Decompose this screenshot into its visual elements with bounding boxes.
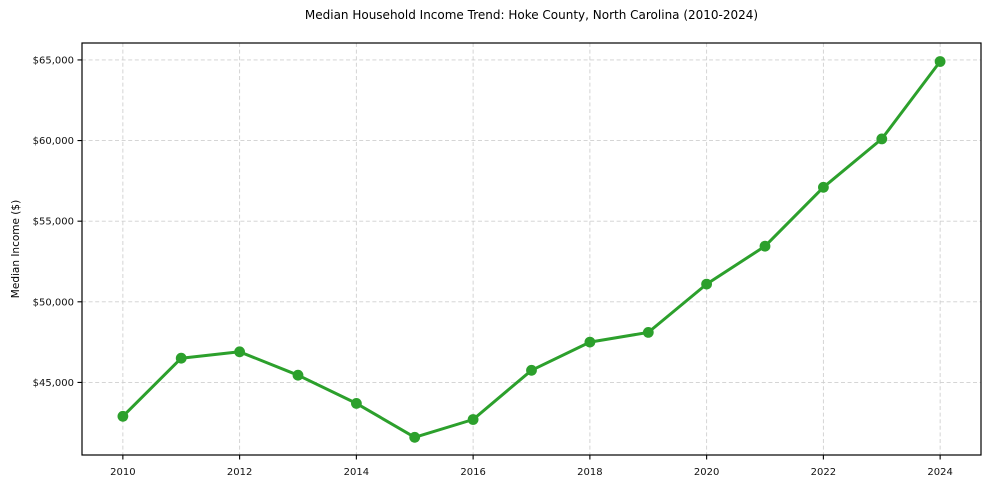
data-point-2020 (701, 278, 712, 290)
data-point-2024 (934, 56, 946, 67)
y-tick-label: $50,000 (33, 297, 74, 308)
data-point-2015 (409, 431, 421, 443)
data-point-2017 (526, 364, 537, 376)
data-point-2023 (876, 133, 888, 145)
data-point-2022 (818, 181, 829, 193)
data-point-2016 (467, 414, 479, 425)
data-point-2019 (642, 327, 654, 338)
x-tick-label: 2024 (927, 467, 952, 478)
data-point-2013 (292, 369, 304, 381)
y-tick-label: $65,000 (33, 55, 74, 66)
x-tick-label: 2014 (344, 467, 369, 478)
y-tick-label: $60,000 (33, 136, 74, 147)
data-point-2011 (175, 352, 187, 364)
x-tick-label: 2010 (110, 467, 135, 478)
data-point-2012 (234, 346, 246, 358)
data-point-2010 (117, 410, 129, 422)
x-tick-label: 2018 (577, 467, 602, 478)
data-point-2018 (584, 336, 596, 348)
y-tick-label: $45,000 (33, 378, 74, 389)
x-tick-label: 2022 (811, 467, 836, 478)
y-axis-label: Median Income ($) (10, 199, 22, 299)
trend-line (121, 60, 942, 439)
data-point-2021 (759, 240, 771, 252)
plot-border (81, 42, 982, 456)
y-tick-label: $55,000 (33, 217, 74, 228)
chart-title: Median Household Income Trend: Hoke Coun… (304, 8, 759, 22)
data-point-2014 (351, 398, 362, 409)
x-tick-label: 2012 (227, 467, 252, 478)
x-tick-label: 2016 (460, 467, 485, 478)
x-tick-label: 2020 (694, 467, 719, 478)
